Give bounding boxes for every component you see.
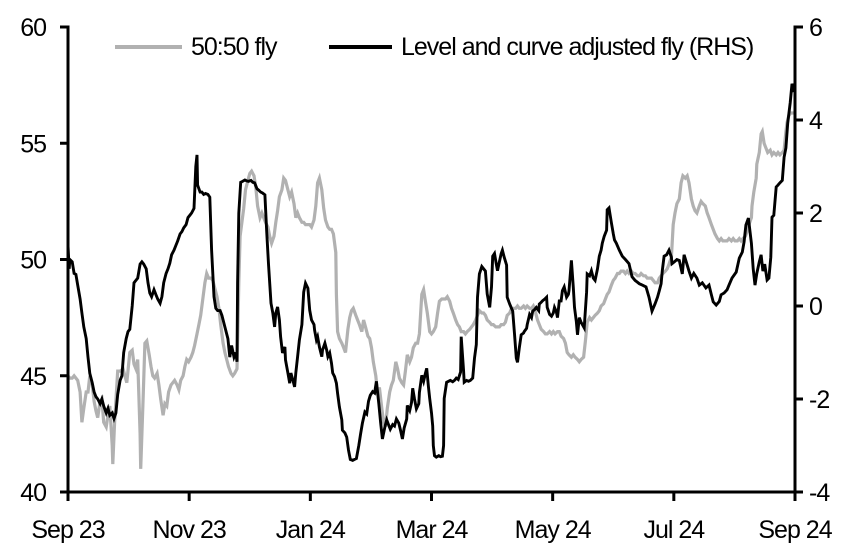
left-axis-tick-label: 60 [20, 14, 46, 42]
legend-item-level-curve-fly: Level and curve adjusted fly (RHS) [329, 33, 754, 61]
x-axis-tick-label: Jul 24 [643, 516, 705, 544]
right-axis-tick-label: 4 [809, 107, 823, 135]
x-axis-tick-label: Sep 23 [31, 516, 104, 544]
right-axis-tick-label: 6 [809, 14, 822, 42]
left-axis-tick-label: 45 [20, 363, 46, 391]
series-lines [66, 83, 796, 469]
right-axis: -4 -2 0 2 4 6 [793, 14, 831, 507]
legend-swatch-level-curve-fly [329, 45, 392, 49]
right-axis-tick-label: -2 [809, 386, 829, 414]
right-axis-tick-label: 0 [809, 293, 822, 321]
x-axis-tick-label: Sep 24 [758, 516, 832, 544]
x-axis-tick-label: Nov 23 [153, 516, 226, 544]
left-axis: 40 45 50 55 60 [20, 14, 70, 507]
left-axis-tick-label: 40 [20, 479, 46, 507]
x-axis-tick-label: May 24 [515, 516, 592, 544]
x-axis-tick-label: Jan 24 [276, 516, 346, 544]
x-axis: Sep 23 Nov 23 Jan 24 Mar 24 May 24 Jul 24 Sep … [31, 490, 834, 544]
legend-item-5050-fly: 50:50 fly [115, 33, 278, 61]
right-axis-tick-label: -4 [809, 479, 830, 507]
left-axis-tick-label: 50 [20, 247, 46, 275]
right-axis-tick-label: 2 [809, 200, 822, 228]
series-line-level-curve-fly [66, 83, 796, 463]
legend-swatch-5050-fly [115, 45, 182, 49]
series-line-5050-fly [66, 111, 794, 469]
x-axis-tick-label: Mar 24 [396, 516, 469, 544]
legend-label-level-curve-fly: Level and curve adjusted fly (RHS) [401, 33, 754, 61]
left-axis-tick-label: 55 [20, 130, 46, 158]
legend-label-5050-fly: 50:50 fly [191, 33, 278, 61]
